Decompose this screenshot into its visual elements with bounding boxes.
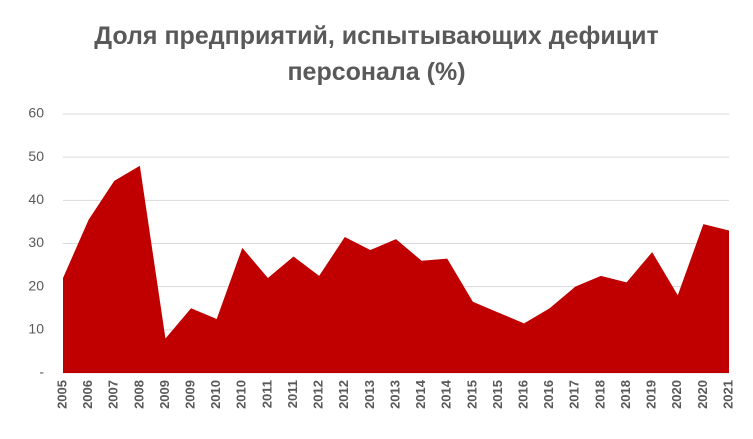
x-tick-label: 2011 <box>259 380 274 408</box>
y-tick-label: 40 <box>28 191 44 207</box>
x-tick-label: 2007 <box>106 380 121 409</box>
x-tick-label: 2010 <box>208 380 223 409</box>
x-tick-label: 2016 <box>541 380 556 409</box>
y-tick-label: 60 <box>28 105 44 121</box>
x-tick-label: 2009 <box>157 380 172 409</box>
x-tick-label: 2013 <box>362 380 377 409</box>
x-tick-label: 2017 <box>567 380 582 409</box>
x-tick-label: 2012 <box>336 380 351 409</box>
y-tick-label: 50 <box>28 148 44 164</box>
x-tick-label: 2018 <box>618 380 633 409</box>
y-tick-label: 10 <box>28 321 44 337</box>
x-tick-label: 2006 <box>80 380 95 409</box>
x-tick-label: 2020 <box>695 380 710 409</box>
chart-title: Доля предприятий, испытывающих дефицит п… <box>94 22 659 86</box>
x-tick-label: 2008 <box>131 380 146 409</box>
x-tick-label: 2013 <box>387 380 402 409</box>
x-tick-label: 2014 <box>439 379 454 409</box>
x-tick-label: 2009 <box>183 380 198 409</box>
x-tick-label: 2012 <box>311 380 326 409</box>
x-tick-label: 2018 <box>592 380 607 409</box>
x-tick-label: 2020 <box>669 380 684 409</box>
x-tick-label: 2005 <box>54 380 69 409</box>
area <box>63 165 729 373</box>
x-tick-label: 2010 <box>234 380 249 409</box>
x-tick-label: 2014 <box>413 379 428 409</box>
y-tick-label: 30 <box>28 234 44 250</box>
x-tick-label: 2015 <box>464 380 479 409</box>
y-tick-label: - <box>39 364 44 380</box>
x-tick-label: 2019 <box>644 380 659 409</box>
x-tick-label: 2015 <box>490 380 505 409</box>
x-tick-label: 2011 <box>285 380 300 408</box>
x-tick-label: 2016 <box>516 380 531 409</box>
x-tick-label: 2021 <box>720 380 735 409</box>
y-tick-label: 20 <box>28 277 44 293</box>
